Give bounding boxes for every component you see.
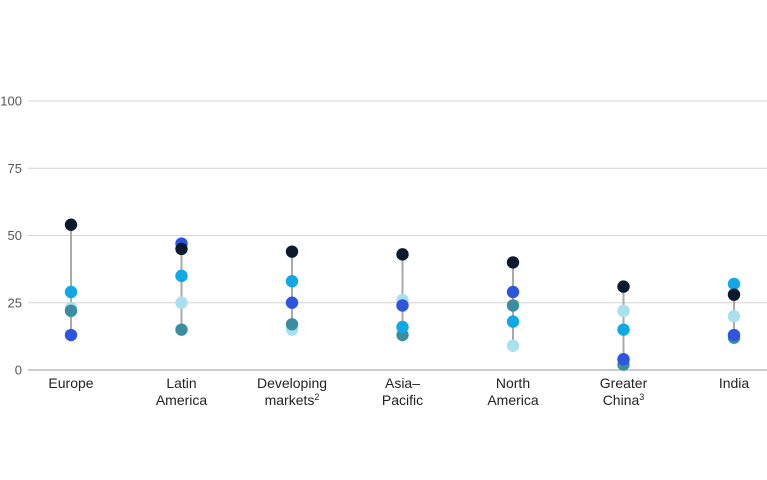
data-point — [175, 323, 188, 336]
category-label: Asia– — [385, 375, 420, 391]
category-label-text: America — [487, 392, 539, 408]
data-point — [506, 299, 520, 312]
category-label-text: India — [719, 375, 750, 391]
y-tick-label: 75 — [8, 161, 22, 176]
data-point — [175, 269, 188, 283]
category-label-text: China — [603, 392, 640, 408]
data-point — [617, 353, 630, 366]
data-point — [617, 323, 630, 336]
y-tick-label: 100 — [0, 94, 22, 109]
category-label: America — [156, 392, 208, 408]
category-label-text: North — [496, 375, 530, 391]
data-point — [506, 256, 520, 269]
category-label-text: Developing — [257, 375, 327, 391]
category-label-text: markets — [265, 392, 315, 408]
y-tick-label: 50 — [8, 228, 22, 243]
data-point — [175, 296, 188, 309]
data-point — [285, 245, 299, 258]
data-point — [727, 310, 741, 323]
data-point — [396, 299, 409, 312]
data-point — [285, 275, 299, 288]
data-point — [727, 277, 741, 291]
category-label-text: Europe — [48, 375, 93, 391]
data-point — [727, 328, 741, 342]
category-label: India — [719, 375, 750, 391]
data-point — [396, 320, 409, 334]
data-point — [64, 218, 78, 231]
data-point — [617, 280, 630, 293]
category-label: Greater — [600, 375, 648, 391]
data-point — [396, 248, 409, 261]
category-label: Europe — [48, 375, 93, 391]
data-point — [64, 328, 78, 342]
data-point — [285, 296, 299, 309]
category-label: Latin — [166, 375, 196, 391]
data-point — [506, 285, 520, 299]
category-label-text: Greater — [600, 375, 648, 391]
data-point — [64, 304, 78, 318]
footnote-marker: 3 — [639, 392, 644, 402]
y-tick-label: 25 — [8, 295, 22, 310]
category-label-text: America — [156, 392, 208, 408]
category-label: markets2 — [265, 392, 320, 408]
data-point — [175, 242, 188, 256]
data-point — [727, 288, 741, 301]
category-label-text: Pacific — [382, 392, 423, 408]
data-point — [617, 304, 630, 318]
category-label-text: Latin — [166, 375, 196, 391]
data-point — [506, 315, 520, 328]
category-label: China3 — [603, 392, 645, 408]
category-label: America — [487, 392, 539, 408]
data-point — [506, 339, 520, 352]
data-point — [285, 318, 299, 331]
category-label: North — [496, 375, 530, 391]
category-label-text: Asia– — [385, 375, 420, 391]
footnote-marker: 2 — [314, 392, 319, 402]
category-label: Pacific — [382, 392, 423, 408]
data-point — [64, 285, 78, 299]
category-label: Developing — [257, 375, 327, 391]
y-tick-label: 0 — [15, 363, 22, 378]
